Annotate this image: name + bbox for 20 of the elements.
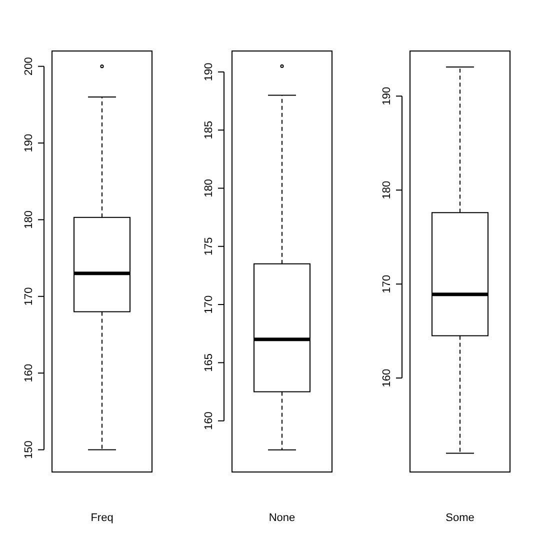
y-tick-label: 190: [22, 134, 35, 152]
y-tick-label: 180: [202, 179, 215, 198]
y-tick-label: 190: [380, 86, 393, 106]
y-tick-label: 165: [202, 354, 215, 372]
y-tick-label: 170: [380, 274, 393, 294]
y-tick-label: 180: [380, 180, 393, 200]
y-tick-label: 170: [22, 287, 35, 306]
x-tick-label: None: [268, 512, 296, 524]
y-tick-label: 160: [380, 368, 393, 388]
x-tick-label: Some: [446, 512, 474, 524]
y-tick-label: 180: [22, 210, 35, 229]
x-tick-label: Freq: [90, 512, 114, 524]
y-tick-label: 160: [22, 364, 35, 382]
y-tick-label: 150: [22, 440, 35, 459]
y-tick-label: 200: [22, 57, 35, 76]
y-tick-label: 190: [202, 62, 215, 82]
y-tick-label: 175: [202, 237, 215, 256]
y-tick-label: 160: [202, 412, 215, 430]
y-tick-label: 170: [202, 295, 215, 314]
y-tick-label: 185: [202, 120, 215, 140]
